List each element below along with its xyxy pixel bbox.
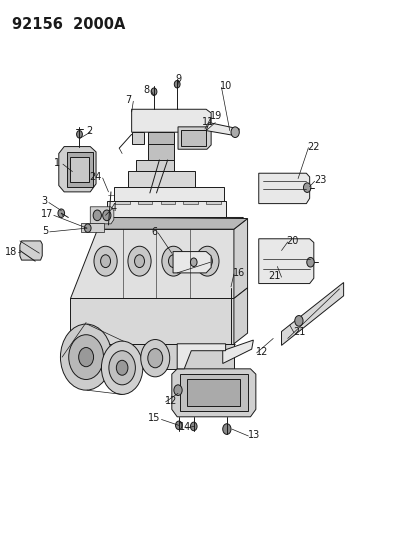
Polygon shape <box>222 340 253 364</box>
Polygon shape <box>258 239 313 284</box>
Circle shape <box>84 224 91 232</box>
Polygon shape <box>97 217 243 229</box>
Text: 9: 9 <box>176 74 181 84</box>
Circle shape <box>140 340 169 377</box>
Polygon shape <box>181 130 206 146</box>
Circle shape <box>147 349 162 368</box>
Circle shape <box>303 183 310 192</box>
Polygon shape <box>148 144 173 160</box>
Circle shape <box>294 316 302 326</box>
Text: 22: 22 <box>306 142 319 151</box>
Text: 14: 14 <box>179 423 191 432</box>
Circle shape <box>230 127 239 138</box>
Text: 12: 12 <box>255 347 268 357</box>
Circle shape <box>100 255 110 268</box>
Text: 19: 19 <box>210 111 222 121</box>
Polygon shape <box>70 298 233 344</box>
Polygon shape <box>131 132 144 144</box>
Circle shape <box>190 258 197 266</box>
Circle shape <box>94 246 117 276</box>
Polygon shape <box>206 123 239 136</box>
Polygon shape <box>148 132 173 144</box>
Circle shape <box>175 421 182 430</box>
Circle shape <box>195 246 218 276</box>
Circle shape <box>306 257 313 267</box>
Circle shape <box>69 335 103 379</box>
Text: 11: 11 <box>202 117 214 126</box>
Polygon shape <box>138 200 152 204</box>
Text: 18: 18 <box>5 247 17 256</box>
Polygon shape <box>187 379 240 406</box>
Circle shape <box>78 348 93 367</box>
Polygon shape <box>258 173 309 204</box>
Polygon shape <box>233 288 247 344</box>
Polygon shape <box>70 157 89 182</box>
Text: 13: 13 <box>247 431 259 440</box>
Circle shape <box>222 424 230 434</box>
Polygon shape <box>70 229 233 298</box>
Polygon shape <box>178 127 211 149</box>
Text: 2: 2 <box>85 126 92 135</box>
Polygon shape <box>135 160 173 171</box>
Circle shape <box>102 210 111 221</box>
Polygon shape <box>59 147 96 192</box>
Polygon shape <box>173 252 211 273</box>
Text: 17: 17 <box>40 209 53 219</box>
Polygon shape <box>171 369 255 417</box>
Polygon shape <box>114 187 223 201</box>
Polygon shape <box>281 282 343 345</box>
Text: 1: 1 <box>54 158 60 167</box>
Text: 23: 23 <box>313 175 325 185</box>
Text: 21: 21 <box>268 271 280 281</box>
Text: 21: 21 <box>292 327 305 336</box>
Circle shape <box>151 88 157 95</box>
Text: 6: 6 <box>151 227 157 237</box>
Polygon shape <box>131 109 211 132</box>
Circle shape <box>168 255 178 268</box>
Polygon shape <box>20 241 42 260</box>
Circle shape <box>202 255 212 268</box>
Text: 15: 15 <box>148 414 160 423</box>
Polygon shape <box>160 200 175 204</box>
Circle shape <box>190 422 197 431</box>
Circle shape <box>60 324 112 390</box>
Circle shape <box>58 209 64 217</box>
Text: 8: 8 <box>143 85 150 94</box>
Circle shape <box>128 246 151 276</box>
Polygon shape <box>233 219 247 298</box>
Text: 16: 16 <box>232 268 244 278</box>
Text: 5: 5 <box>43 226 49 236</box>
Text: 24: 24 <box>89 172 101 182</box>
Circle shape <box>109 351 135 385</box>
Circle shape <box>134 255 144 268</box>
Polygon shape <box>67 152 93 187</box>
Circle shape <box>174 80 180 88</box>
Polygon shape <box>81 223 104 232</box>
Circle shape <box>101 341 142 394</box>
Text: 4: 4 <box>111 203 117 213</box>
Circle shape <box>76 131 82 138</box>
Polygon shape <box>128 171 194 187</box>
Polygon shape <box>177 344 225 369</box>
Circle shape <box>161 246 185 276</box>
Polygon shape <box>180 374 248 411</box>
Text: 12: 12 <box>164 396 177 406</box>
Polygon shape <box>206 200 220 204</box>
Polygon shape <box>107 201 225 217</box>
Polygon shape <box>76 344 233 369</box>
Polygon shape <box>115 200 129 204</box>
Text: 92156  2000A: 92156 2000A <box>12 17 125 32</box>
Circle shape <box>173 385 182 395</box>
Circle shape <box>93 210 101 221</box>
Text: 3: 3 <box>41 197 47 206</box>
Polygon shape <box>97 217 247 229</box>
Circle shape <box>116 360 128 375</box>
Text: 20: 20 <box>286 236 298 246</box>
Text: 7: 7 <box>125 95 131 105</box>
Polygon shape <box>183 200 197 204</box>
Polygon shape <box>90 207 114 224</box>
Text: 10: 10 <box>220 82 232 91</box>
